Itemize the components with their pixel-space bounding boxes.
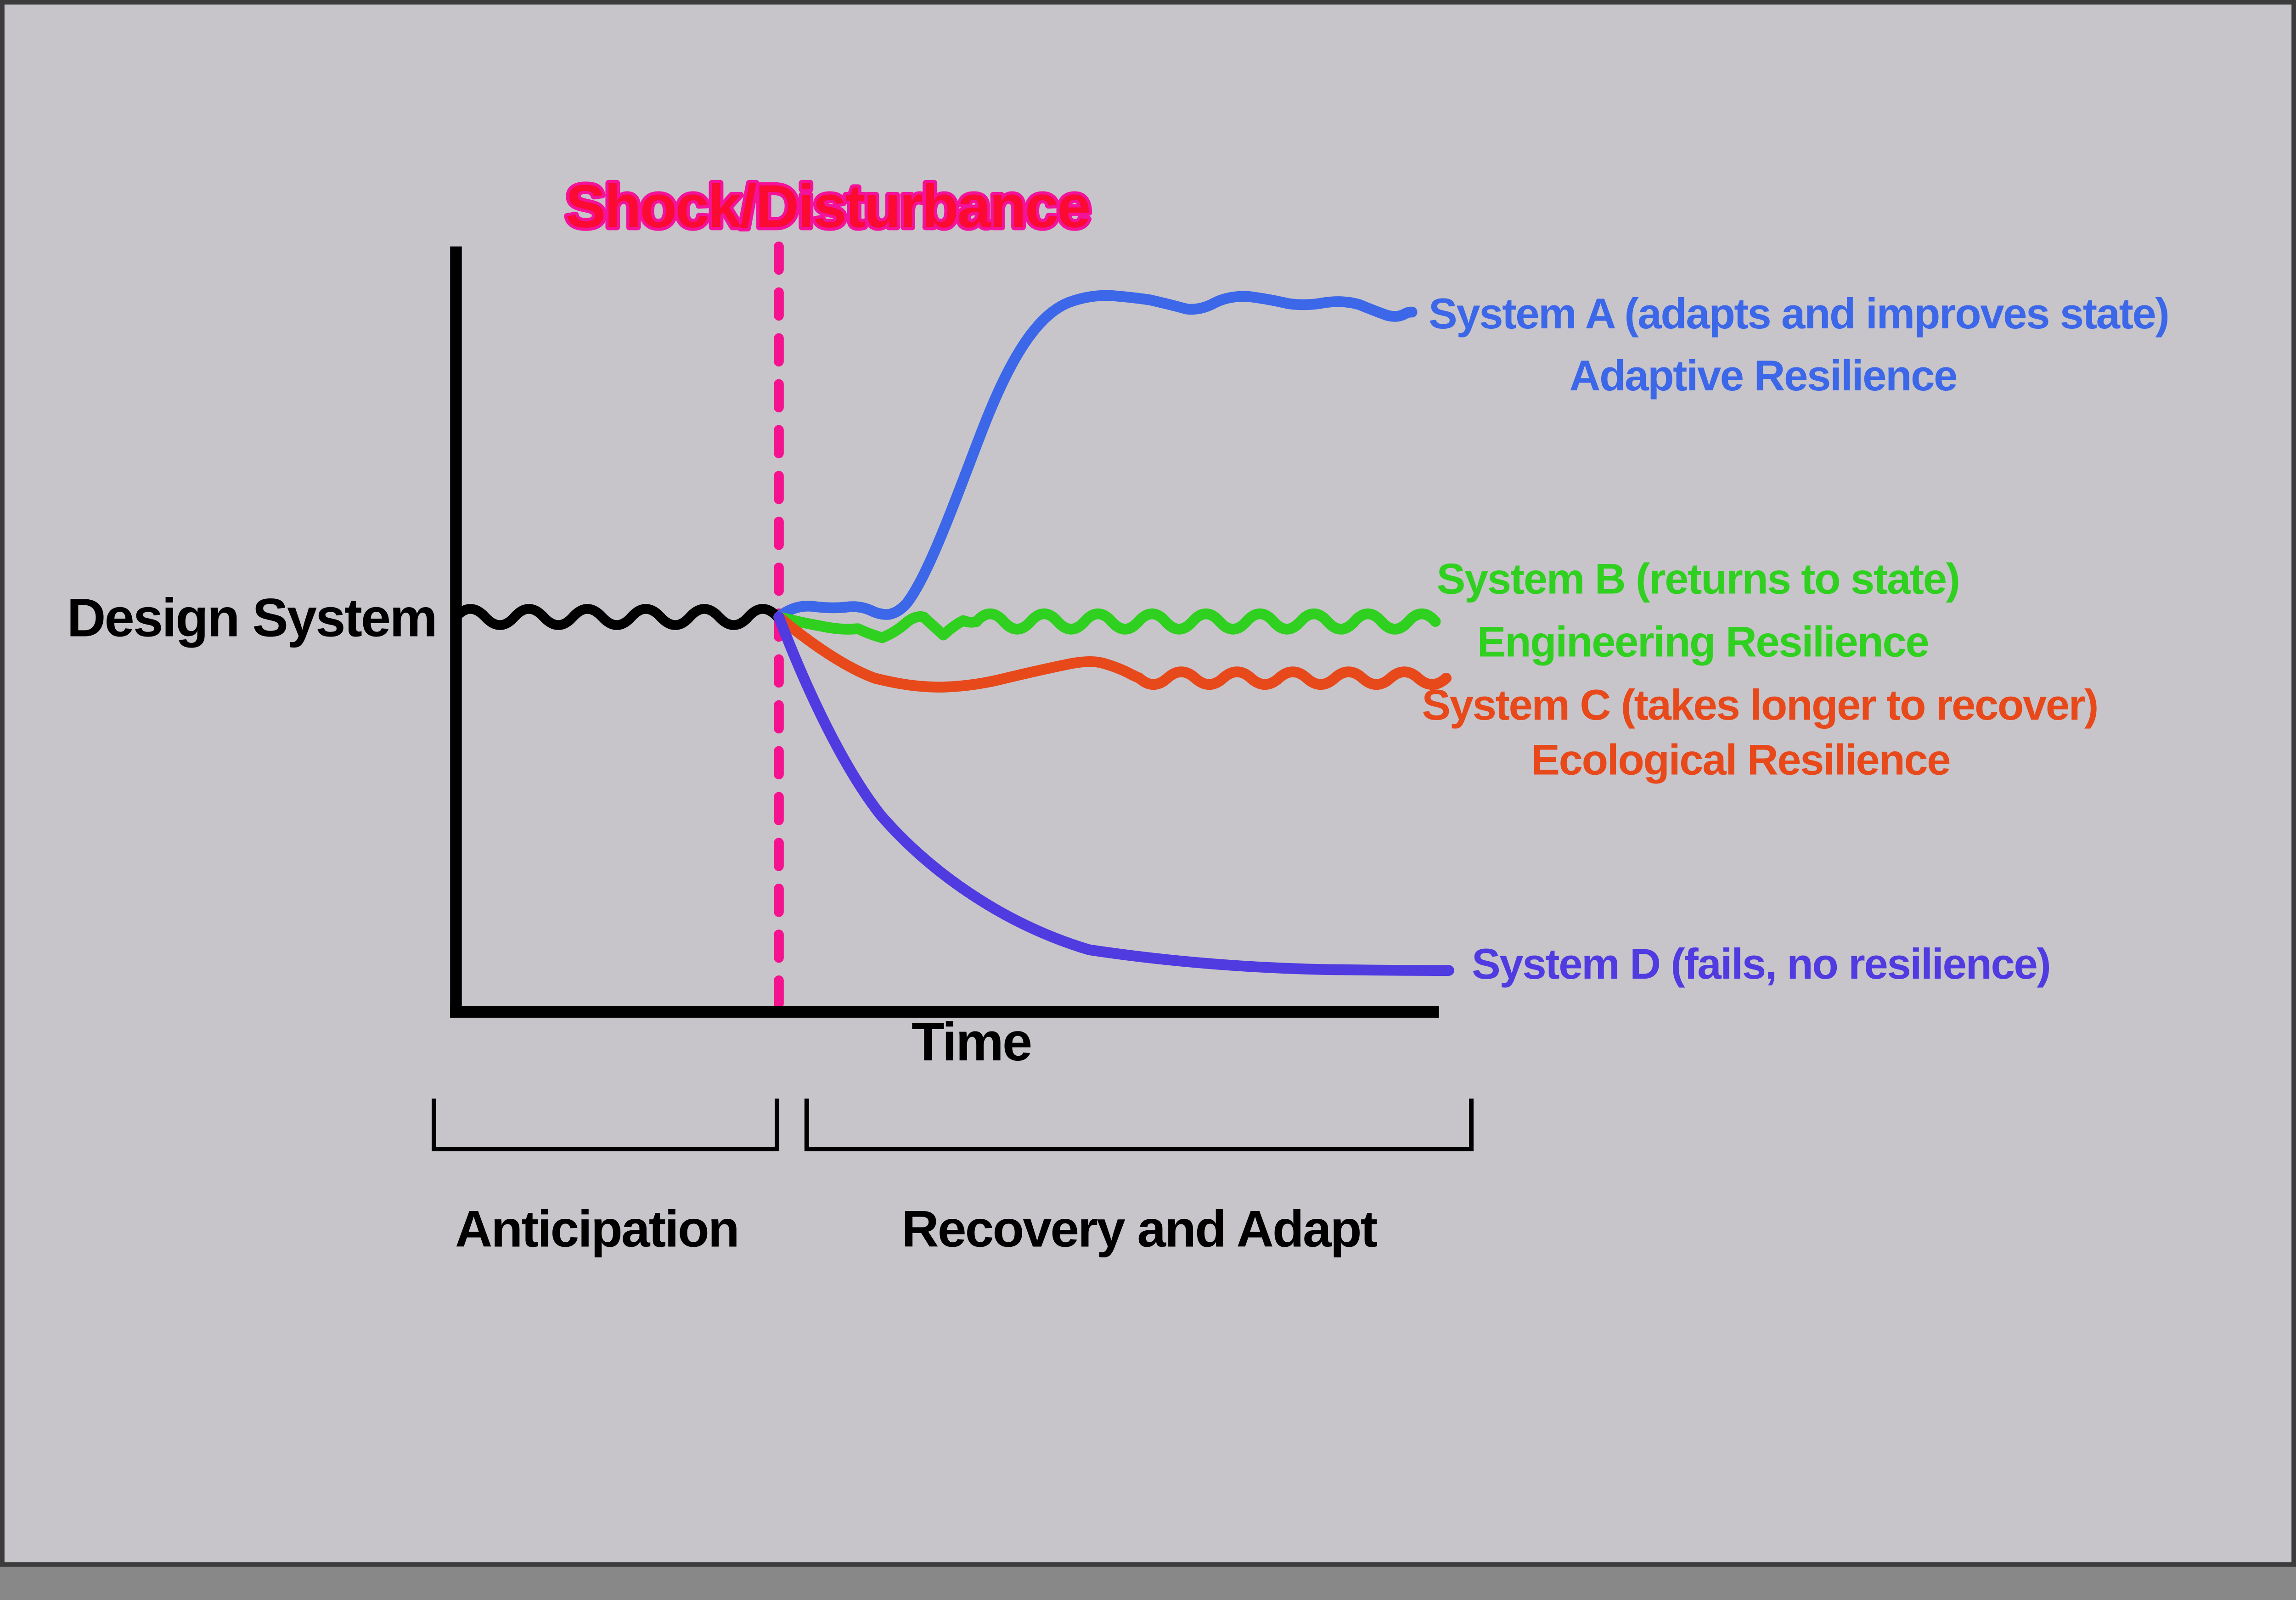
x-axis-label: Time — [912, 1012, 1031, 1072]
system-c-sublabel: Ecological Resilience — [1531, 735, 1950, 783]
system-d-label: System D (fails, no resilience) — [1472, 940, 2050, 988]
resilience-diagram: Shock/Disturbance Design System Time Sys… — [0, 0, 2296, 1567]
recovery-phase-label: Recovery and Adapt — [901, 1200, 1377, 1257]
y-axis-label: Design System — [67, 588, 436, 648]
anticipation-phase-label: Anticipation — [455, 1200, 738, 1257]
system-a-label: System A (adapts and improves state) — [1429, 289, 2168, 338]
canvas-background — [0, 0, 2296, 1567]
system-c-curve — [773, 611, 1452, 693]
recovery-bracket — [804, 1099, 1474, 1151]
system-a-sublabel: Adaptive Resilience — [1570, 351, 1957, 400]
system-b-sublabel: Engineering Resilience — [1477, 618, 1929, 666]
system-d-curve — [773, 611, 1454, 976]
anticipation-bracket — [432, 1099, 780, 1151]
system-a-curve — [773, 290, 1418, 623]
system-b-label: System B (returns to state) — [1437, 555, 1959, 603]
system-c-label: System C (takes longer to recover) — [1422, 681, 2098, 729]
system-b-curve — [773, 608, 1441, 643]
shock-disturbance-title: Shock/Disturbance — [565, 173, 1089, 241]
diagram-canvas: Shock/Disturbance Design System Time Sys… — [0, 0, 2296, 1567]
baseline-wavy-curve — [451, 604, 782, 630]
